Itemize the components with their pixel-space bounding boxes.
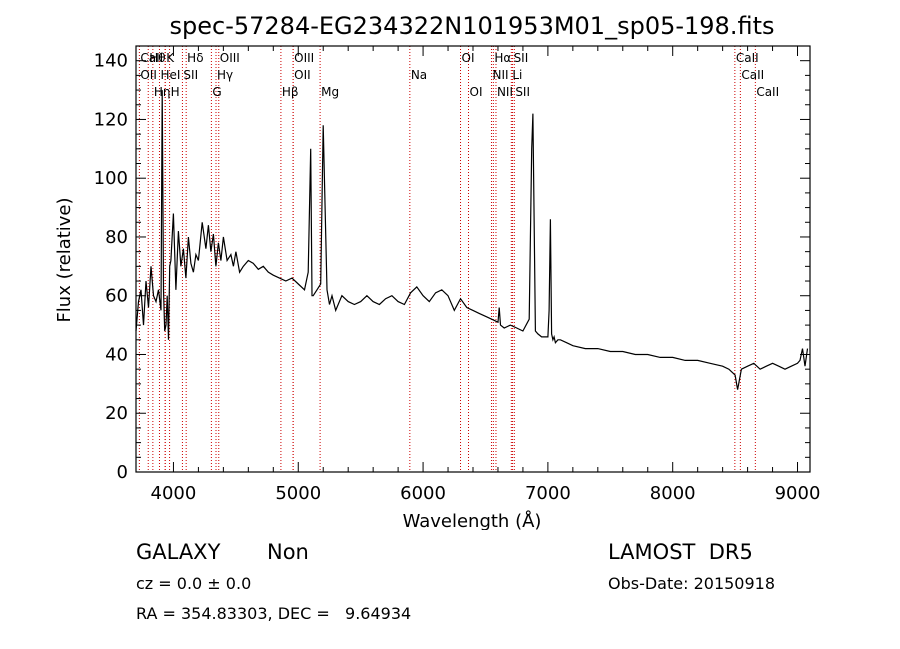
line-marker-label: Hα — [494, 51, 511, 65]
spectrum-line — [135, 90, 809, 390]
line-marker-label: OIII — [294, 51, 314, 65]
y-axis-ticks: 0 20 40 60 80 100 120 140 — [94, 51, 810, 483]
y-tick-label: 140 — [94, 51, 128, 72]
line-marker-label: OII — [294, 68, 311, 82]
line-marker-label: Hδ — [187, 51, 203, 65]
line-marker-label: G — [212, 85, 221, 99]
line-marker-label: OI — [470, 85, 483, 99]
y-axis-label: Flux (relative) — [54, 197, 75, 322]
line-marker-label: H — [171, 85, 180, 99]
line-marker-label: OIII — [220, 51, 240, 65]
redshift-label: cz = 0.0 ± 0.0 — [136, 574, 252, 593]
line-marker-label: SII — [183, 68, 198, 82]
line-marker-label: HeI — [160, 68, 180, 82]
line-markers — [138, 46, 756, 472]
survey-label: LAMOST DR5 — [608, 540, 753, 564]
obs-date-label: Obs-Date: 20150918 — [608, 574, 776, 593]
line-marker-label: NII — [497, 85, 513, 99]
object-class: GALAXY — [136, 540, 221, 564]
line-marker-label: CaII — [140, 51, 163, 65]
y-tick-label: 20 — [105, 403, 128, 424]
x-axis-ticks: 4000 5000 6000 7000 8000 9000 — [151, 46, 821, 504]
line-marker-label: K — [166, 51, 175, 65]
x-tick-label: 8000 — [650, 483, 696, 504]
y-tick-label: 120 — [94, 109, 128, 130]
x-tick-label: 7000 — [525, 483, 571, 504]
line-marker-label: CaII — [736, 51, 759, 65]
x-tick-label: 4000 — [151, 483, 197, 504]
y-tick-label: 100 — [94, 168, 128, 189]
line-marker-labels: CaIIOIIHθHηHeIKHHδSIIGOIIIHγHβOIIIOIIMgN… — [140, 51, 779, 99]
line-marker-label: Hγ — [217, 68, 233, 82]
spectrum-series — [135, 90, 809, 390]
object-subclass: Non — [267, 540, 309, 564]
y-tick-label: 0 — [117, 462, 128, 483]
y-tick-label: 40 — [105, 344, 128, 365]
line-marker-label: Hβ — [282, 85, 299, 99]
x-tick-label: 6000 — [400, 483, 446, 504]
line-marker-label: Na — [411, 68, 427, 82]
line-marker-label: CaII — [756, 85, 779, 99]
line-marker-label: Hθ — [149, 51, 165, 65]
line-marker-label: SII — [514, 51, 529, 65]
line-marker-label: SII — [515, 85, 530, 99]
coordinates-label: RA = 354.83303, DEC = 9.64934 — [136, 604, 412, 623]
x-tick-label: 9000 — [775, 483, 821, 504]
chart-title: spec-57284-EG234322N101953M01_sp05-198.f… — [170, 12, 775, 40]
line-marker-label: Mg — [321, 85, 339, 99]
line-marker-label: NII — [492, 68, 508, 82]
line-marker-label: OI — [462, 51, 475, 65]
spectrum-chart: spec-57284-EG234322N101953M01_sp05-198.f… — [54, 12, 821, 530]
line-marker-label: OII — [140, 68, 157, 82]
y-tick-label: 80 — [105, 227, 128, 248]
x-tick-label: 5000 — [275, 483, 321, 504]
y-tick-label: 60 — [105, 286, 128, 307]
line-marker-label: CaII — [741, 68, 764, 82]
line-marker-label: Li — [512, 68, 522, 82]
x-axis-label: Wavelength (Å) — [403, 510, 542, 530]
